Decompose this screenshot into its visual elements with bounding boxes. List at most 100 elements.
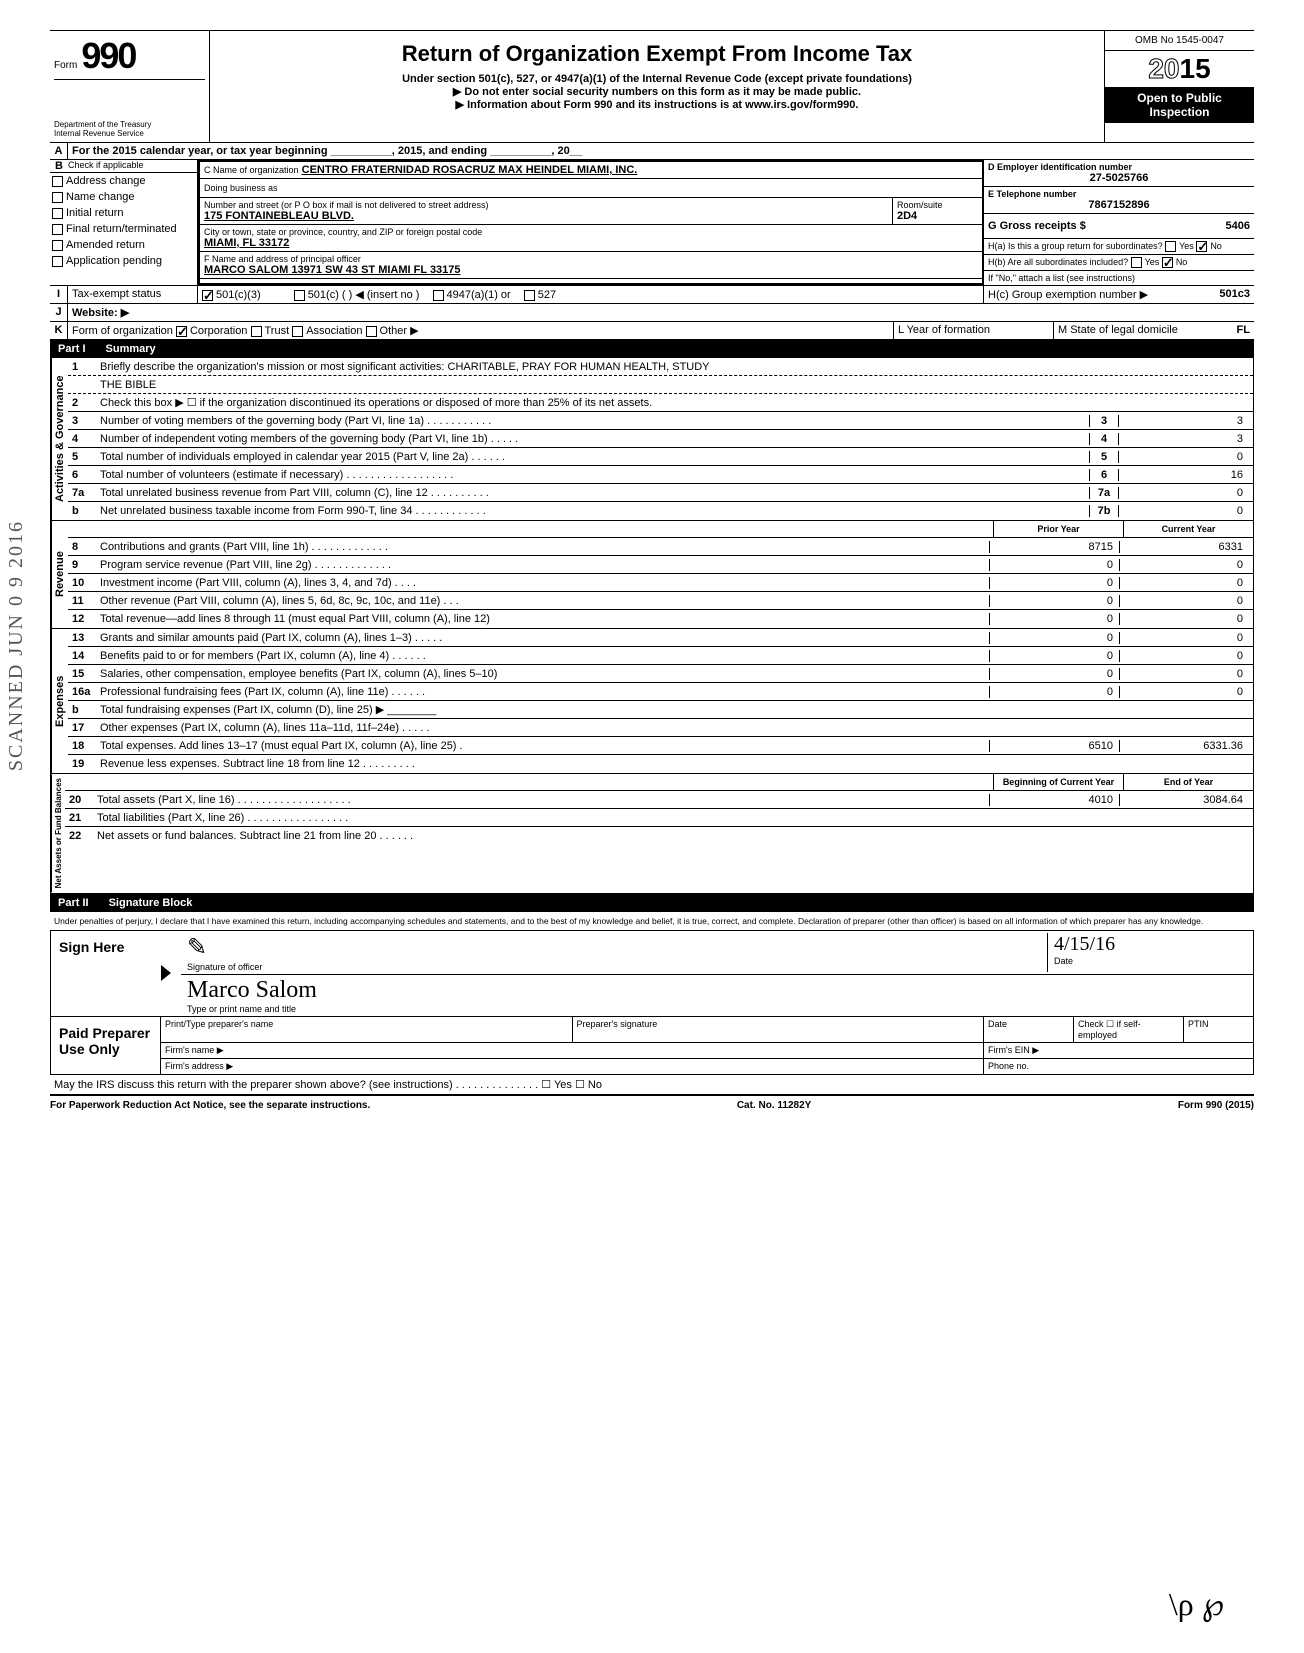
printed-name: Marco Salom <box>187 977 317 1004</box>
sig-label: Signature of officer <box>187 962 1047 972</box>
gov-line: 6Total number of volunteers (estimate if… <box>68 466 1253 484</box>
room: 2D4 <box>897 210 978 222</box>
cb-ha-no[interactable] <box>1196 241 1207 252</box>
data-line: bTotal fundraising expenses (Part IX, co… <box>68 701 1253 719</box>
label-i: I <box>50 286 68 303</box>
room-label: Room/suite <box>897 200 978 210</box>
cb-address-change[interactable] <box>52 176 63 187</box>
prep-date-col: Date <box>983 1017 1073 1042</box>
street-label: Number and street (or P O box if mail is… <box>204 200 888 210</box>
end-year-hdr: End of Year <box>1123 774 1253 790</box>
gov-line: 5Total number of individuals employed in… <box>68 448 1253 466</box>
open-public: Open to Public <box>1109 91 1250 105</box>
gov-line: 7aTotal unrelated business revenue from … <box>68 484 1253 502</box>
ha-label: H(a) Is this a group return for subordin… <box>988 241 1163 251</box>
amended: Amended return <box>66 239 145 251</box>
paid-preparer-label: Paid Preparer Use Only <box>51 1017 161 1074</box>
paperwork-notice: For Paperwork Reduction Act Notice, see … <box>50 1100 370 1111</box>
hc-val: 501c3 <box>1219 288 1250 301</box>
gov-line: 4Number of independent voting members of… <box>68 430 1253 448</box>
firm-name: Firm's name ▶ <box>161 1043 983 1058</box>
form-label: Form <box>54 60 77 71</box>
cb-final[interactable] <box>52 224 63 235</box>
phone: 7867152896 <box>988 199 1250 211</box>
h-note: If "No," attach a list (see instructions… <box>984 271 1254 285</box>
label-a: A <box>50 143 68 159</box>
data-line: 17Other expenses (Part IX, column (A), l… <box>68 719 1253 737</box>
cb-app-pending[interactable] <box>52 256 63 267</box>
curr-year-hdr: Current Year <box>1123 521 1253 537</box>
firm-ein: Firm's EIN ▶ <box>983 1043 1253 1058</box>
f-label: F Name and address of principal officer <box>204 254 978 264</box>
data-line: 10Investment income (Part VIII, column (… <box>68 574 1253 592</box>
website-label: Website: ▶ <box>68 304 1254 321</box>
cb-hb-yes[interactable] <box>1131 257 1142 268</box>
gross-receipts: 5406 <box>1226 220 1250 232</box>
c-label: C Name of organization <box>204 165 299 175</box>
prior-year-hdr: Prior Year <box>993 521 1123 537</box>
cb-assoc[interactable] <box>292 326 303 337</box>
date-label: Date <box>1054 956 1247 966</box>
part-i-header: Part I Summary <box>50 340 1254 358</box>
tax-exempt-label: Tax-exempt status <box>68 286 198 303</box>
cb-501c[interactable] <box>294 290 305 301</box>
m-state-label: M State of legal domicile <box>1058 324 1178 336</box>
form-number: 990 <box>81 35 135 77</box>
e-label: E Telephone number <box>988 189 1250 199</box>
sub3: ▶ Information about Form 990 and its ins… <box>220 98 1094 111</box>
data-line: 9Program service revenue (Part VIII, lin… <box>68 556 1253 574</box>
cb-amended[interactable] <box>52 240 63 251</box>
d-label: D Employer identification number <box>988 162 1250 172</box>
cb-ha-yes[interactable] <box>1165 241 1176 252</box>
data-line: 22Net assets or fund balances. Subtract … <box>65 827 1253 845</box>
penalties-text: Under penalties of perjury, I declare th… <box>50 912 1254 931</box>
gov-line: 2Check this box ▶ ☐ if the organization … <box>68 394 1253 412</box>
dba-label: Doing business as <box>200 179 982 198</box>
discuss-line: May the IRS discuss this return with the… <box>50 1075 1254 1096</box>
sign-here: Sign Here <box>59 939 153 955</box>
form-org-label: Form of organization <box>72 325 173 337</box>
hc-label: H(c) Group exemption number ▶ <box>988 288 1148 301</box>
ptin: PTIN <box>1183 1017 1253 1042</box>
beg-year-hdr: Beginning of Current Year <box>993 774 1123 790</box>
data-line: 15Salaries, other compensation, employee… <box>68 665 1253 683</box>
line-a-text: For the 2015 calendar year, or tax year … <box>68 143 1254 159</box>
cb-trust[interactable] <box>251 326 262 337</box>
hand-initials: \ρ ℘ <box>1169 1585 1224 1623</box>
l-year-formation: L Year of formation <box>894 322 1054 339</box>
data-line: 12Total revenue—add lines 8 through 11 (… <box>68 610 1253 628</box>
cb-527[interactable] <box>524 290 535 301</box>
app-pending: Application pending <box>66 255 162 267</box>
city: MIAMI, FL 33172 <box>204 237 978 249</box>
cb-initial[interactable] <box>52 208 63 219</box>
gov-line: 1Briefly describe the organization's mis… <box>68 358 1253 376</box>
check-applicable: Check if applicable <box>68 160 144 172</box>
cb-corp[interactable] <box>176 326 187 337</box>
data-line: 13Grants and similar amounts paid (Part … <box>68 629 1253 647</box>
gov-line: THE BIBLE <box>68 376 1253 394</box>
final-return: Final return/terminated <box>66 223 177 235</box>
name-change: Name change <box>66 191 135 203</box>
data-line: 19Revenue less expenses. Subtract line 1… <box>68 755 1253 773</box>
cb-hb-no[interactable] <box>1162 257 1173 268</box>
net-label: Net Assets or Fund Balances <box>51 774 65 892</box>
dept-treasury: Department of the Treasury <box>54 120 205 129</box>
g-label: G Gross receipts $ <box>988 220 1086 232</box>
exp-label: Expenses <box>51 629 68 773</box>
ein: 27-5025766 <box>988 172 1250 184</box>
cb-4947[interactable] <box>433 290 444 301</box>
omb-no: OMB No 1545-0047 <box>1105 31 1254 51</box>
initial-return: Initial return <box>66 207 123 219</box>
gov-line: bNet unrelated business taxable income f… <box>68 502 1253 520</box>
cb-name-change[interactable] <box>52 192 63 203</box>
cb-other[interactable] <box>366 326 377 337</box>
data-line: 18Total expenses. Add lines 13–17 (must … <box>68 737 1253 755</box>
form-header: Form 990 Department of the Treasury Inte… <box>50 30 1254 143</box>
f-value: MARCO SALOM 13971 SW 43 ST MIAMI FL 3317… <box>204 264 978 276</box>
form-version: Form 990 (2015) <box>1178 1100 1254 1111</box>
sub1: Under section 501(c), 527, or 4947(a)(1)… <box>220 73 1094 85</box>
cb-501c3[interactable] <box>202 290 213 301</box>
inspection: Inspection <box>1109 105 1250 119</box>
data-line: 21Total liabilities (Part X, line 26) . … <box>65 809 1253 827</box>
sub2: ▶ Do not enter social security numbers o… <box>220 85 1094 98</box>
